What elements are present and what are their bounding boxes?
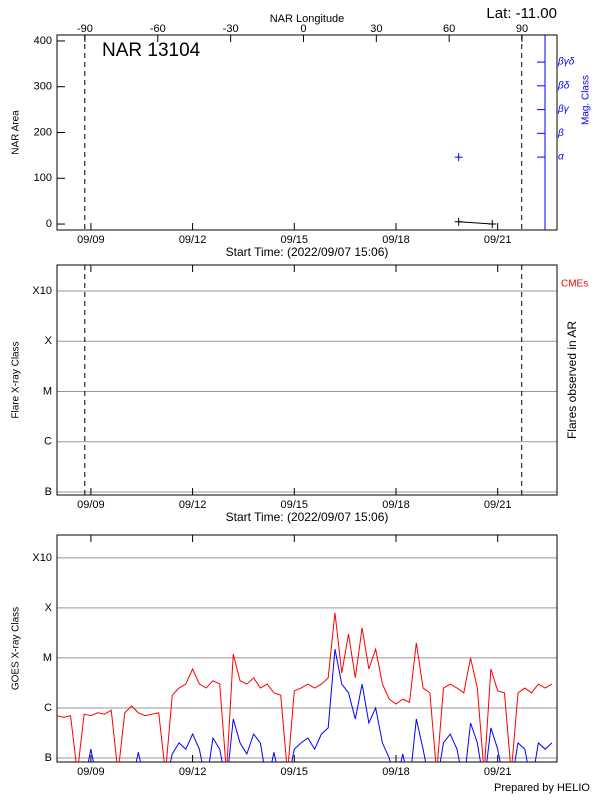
point-marker: [454, 217, 463, 226]
series-line: [87, 649, 553, 762]
x2-tick-label: -60: [150, 23, 166, 35]
plot-frame: [56, 534, 558, 763]
plot-area: [57, 612, 553, 762]
region-label: NAR 13104: [102, 40, 201, 61]
y-tick-label: 100: [34, 172, 52, 184]
x-tick-label: 09/18: [382, 234, 410, 246]
x-axis-title: Start Time: (2022/09/07 15:06): [226, 245, 389, 259]
y-tick-label: 400: [34, 35, 52, 47]
y-tick-label: C: [44, 702, 52, 714]
plot-frame: [56, 264, 558, 496]
y-tick-label: B: [45, 486, 52, 498]
latitude-label: Lat: -11.00: [486, 5, 557, 22]
y-tick-label: M: [43, 652, 52, 664]
plot-frame: [56, 34, 558, 231]
x-tick-label: 09/09: [77, 766, 105, 778]
right-axis-title: Flares observed in AR: [565, 321, 579, 439]
point-marker: [488, 220, 497, 229]
y-tick-label: X10: [32, 552, 52, 564]
point-marker: [454, 153, 463, 162]
x-tick-label: 09/15: [281, 499, 309, 511]
y-tick-label: X10: [32, 285, 52, 297]
y-axis-title: NAR Area: [11, 110, 22, 155]
y-tick-label: 0: [46, 218, 52, 230]
x-tick-label: 09/12: [179, 234, 207, 246]
x2-tick-label: 90: [516, 23, 528, 35]
x-tick-label: 09/21: [484, 234, 512, 246]
y-tick-label: X: [45, 335, 53, 347]
y-tick-label: M: [43, 385, 52, 397]
y-tick-label: 200: [34, 126, 52, 138]
y-tick-label: B: [45, 752, 52, 764]
x-tick-label: 09/18: [382, 766, 410, 778]
y2-tick-label: βγδ: [557, 57, 575, 68]
plot-area: [454, 153, 497, 229]
y-tick-label: X: [45, 602, 53, 614]
x-tick-label: 09/21: [484, 766, 512, 778]
x-tick-label: 09/09: [77, 499, 105, 511]
series-line: [458, 221, 493, 225]
cme-label: CMEs: [561, 279, 588, 290]
y2-axis-title: Mag. Class: [581, 75, 592, 125]
y-axis-title: Flare X-ray Class: [11, 341, 22, 418]
y2-tick-label: β: [557, 128, 564, 139]
x-tick-label: 09/12: [179, 499, 207, 511]
x-tick-label: 09/09: [77, 234, 105, 246]
x2-tick-label: 60: [443, 23, 455, 35]
x-tick-label: 09/15: [281, 234, 309, 246]
x2-axis-title: NAR Longitude: [270, 13, 345, 25]
y2-tick-label: βδ: [557, 80, 570, 91]
x2-tick-label: -30: [223, 23, 239, 35]
y-tick-label: C: [44, 436, 52, 448]
y-tick-label: 300: [34, 81, 52, 93]
x2-tick-label: 0: [300, 23, 306, 35]
series-line: [57, 612, 553, 762]
x2-tick-label: -90: [77, 23, 93, 35]
x-tick-label: 09/18: [382, 499, 410, 511]
x-tick-label: 09/12: [179, 766, 207, 778]
y-axis-title: GOES X-ray Class: [11, 607, 22, 690]
x-tick-label: 09/21: [484, 499, 512, 511]
y2-tick-label: βγ: [557, 104, 570, 115]
x2-tick-label: 30: [370, 23, 382, 35]
footer: Prepared by HELIO: [494, 782, 590, 794]
x-axis-title: Start Time: (2022/09/07 15:06): [226, 510, 389, 524]
y2-tick-label: α: [558, 152, 564, 163]
x-tick-label: 09/15: [281, 766, 309, 778]
